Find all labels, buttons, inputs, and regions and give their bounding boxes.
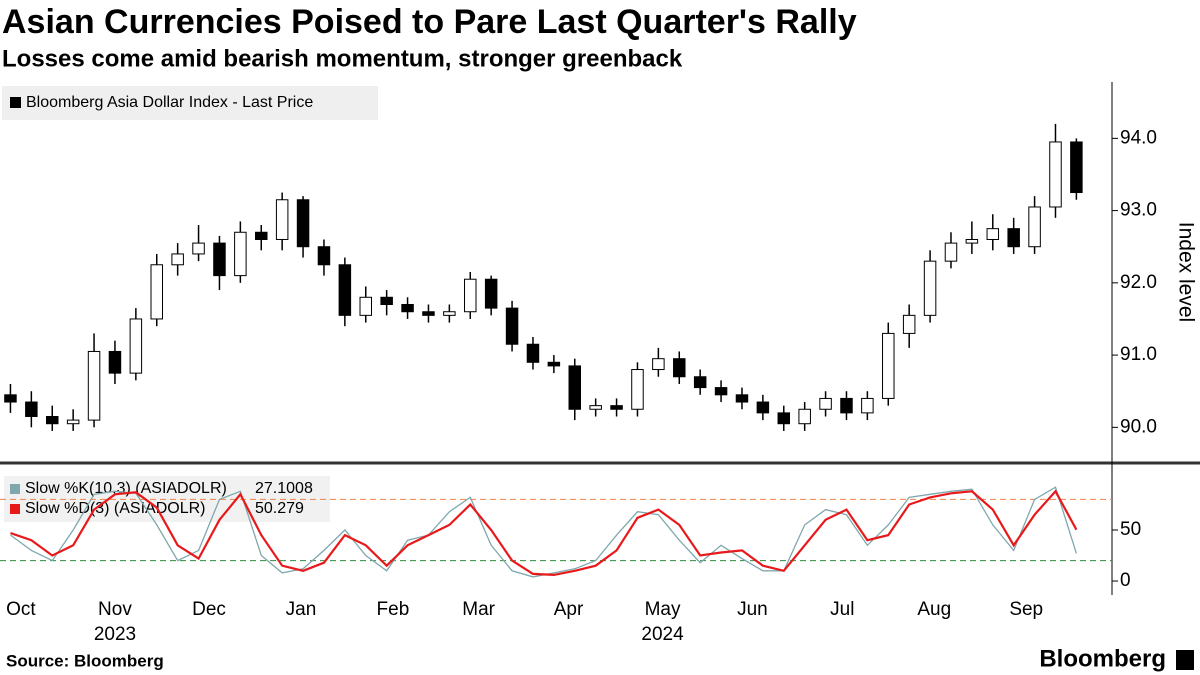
candle-body: [422, 311, 435, 316]
candle-body: [526, 343, 540, 363]
candle-body: [46, 415, 59, 425]
candle-body: [986, 228, 1000, 240]
candle-body: [798, 408, 811, 425]
candle-body: [4, 394, 17, 403]
x-tick-label: Mar: [462, 599, 495, 620]
candle-body: [380, 296, 393, 306]
candle-body: [568, 365, 582, 410]
candle-body: [401, 304, 414, 313]
legend-box: [2, 86, 378, 120]
x-tick-label: Apr: [554, 599, 584, 620]
candle-body: [108, 350, 122, 374]
candle-body: [25, 401, 38, 417]
candle-body: [443, 311, 456, 316]
candle-body: [484, 278, 498, 309]
candle-body: [882, 332, 895, 399]
candle-body: [735, 394, 749, 403]
candle-body: [171, 253, 184, 266]
candle-body: [756, 401, 770, 414]
legend-swatch: [10, 504, 20, 514]
candle-body: [275, 199, 289, 240]
series-line: [10, 489, 1078, 577]
x-tick-label: Jun: [737, 599, 768, 620]
candle-body: [631, 369, 644, 410]
candle-body: [840, 397, 853, 414]
x-tick-label: Dec: [192, 599, 226, 620]
legend-label: Slow %K(10,3) (ASIADOLR): [25, 480, 227, 497]
x-tick-label: Nov: [98, 599, 132, 620]
chart-subtitle: Losses come amid bearish momentum, stron…: [2, 45, 683, 72]
candle-body: [234, 231, 247, 277]
chart-title: Asian Currencies Poised to Pare Last Qua…: [2, 3, 857, 41]
legend-value: 50.279: [255, 500, 304, 517]
x-tick-label: Oct: [6, 599, 36, 620]
candle-body: [1028, 206, 1041, 248]
y-tick-label: 0: [1120, 570, 1131, 591]
year-label: 2023: [94, 624, 136, 645]
candle-body: [150, 264, 164, 320]
candle-body: [589, 405, 602, 410]
x-tick-label: Feb: [377, 599, 410, 620]
x-tick-label: Jul: [830, 599, 854, 620]
candle-body: [944, 242, 958, 262]
year-label: 2024: [641, 624, 684, 645]
x-tick-label: May: [645, 599, 681, 620]
candle-body: [693, 376, 707, 389]
candle-body: [902, 314, 916, 334]
legend-swatch: [10, 484, 20, 494]
candle-body: [66, 419, 80, 425]
candle-body: [129, 318, 143, 374]
candle-body: [861, 397, 874, 414]
candle-body: [673, 358, 686, 378]
candle-body: [192, 242, 205, 255]
candle-body: [1070, 141, 1083, 194]
candle-body: [965, 238, 979, 244]
legend-label: Slow %D(3) (ASIADOLR): [25, 500, 205, 517]
x-tick-label: Jan: [286, 599, 317, 620]
candle-body: [213, 242, 226, 277]
candle-body: [338, 264, 352, 316]
brand-icon: [1176, 650, 1194, 670]
candle-body: [1007, 228, 1020, 248]
y-tick-label: 94.0: [1120, 127, 1157, 148]
candle-body: [359, 296, 373, 316]
candle-body: [505, 307, 519, 345]
brand: Bloomberg: [1039, 645, 1166, 672]
y-tick-label: 91.0: [1120, 344, 1157, 365]
candle-body: [610, 405, 623, 410]
candle-body: [1049, 141, 1062, 208]
candle-body: [317, 246, 331, 266]
candle-body: [819, 397, 832, 410]
y-axis-label: Index level: [1174, 222, 1197, 322]
candle-body: [547, 361, 561, 367]
x-tick-label: Aug: [917, 599, 951, 620]
candle-body: [714, 387, 728, 396]
candle-body: [296, 199, 310, 248]
candle-body: [464, 278, 477, 313]
candle-body: [652, 358, 665, 371]
x-tick-label: Sep: [1009, 599, 1043, 620]
candle-body: [923, 260, 937, 316]
y-tick-label: 90.0: [1120, 416, 1157, 437]
y-tick-label: 93.0: [1120, 200, 1157, 221]
legend-swatch: [10, 97, 21, 108]
y-tick-label: 50: [1120, 519, 1141, 540]
candle-body: [255, 231, 268, 240]
legend-value: 27.1008: [255, 480, 313, 497]
source: Source: Bloomberg: [6, 651, 164, 670]
candle-body: [87, 350, 101, 421]
legend-label: Bloomberg Asia Dollar Index - Last Price: [26, 94, 313, 111]
candle-body: [777, 412, 791, 425]
y-tick-label: 92.0: [1120, 272, 1157, 293]
